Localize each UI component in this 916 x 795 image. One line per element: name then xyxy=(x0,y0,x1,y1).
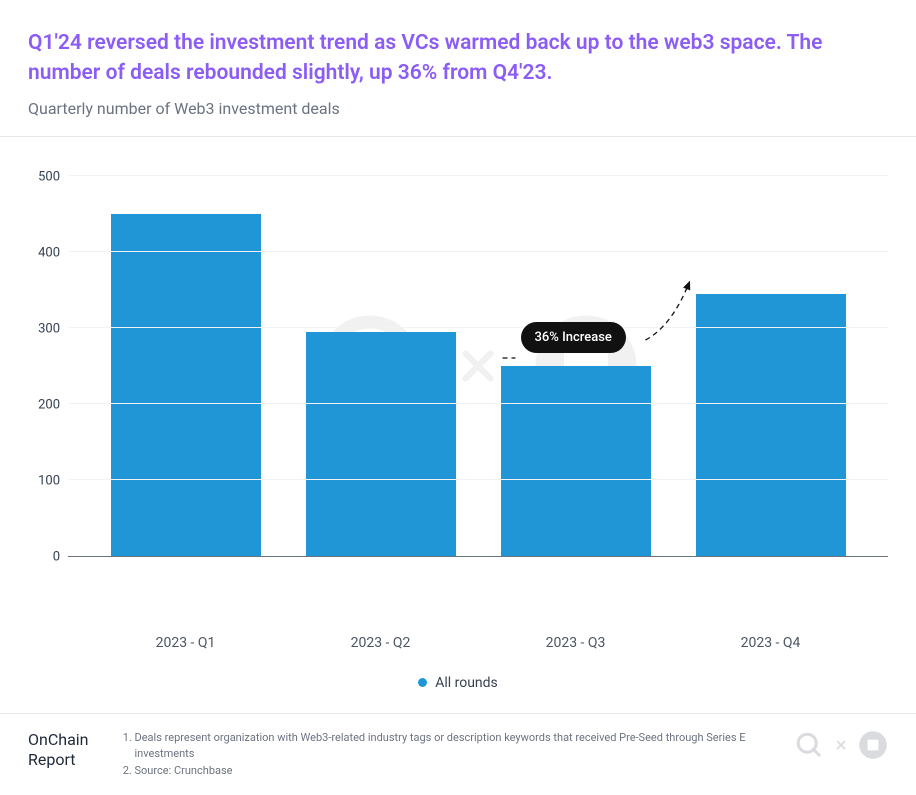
chart-footer: OnChain Report Deals represent organizat… xyxy=(0,713,916,795)
footer-brand-line1: OnChain xyxy=(28,730,89,750)
bar xyxy=(501,366,651,556)
bar-column xyxy=(696,294,846,556)
bar-column xyxy=(111,214,261,556)
y-tick-label: 500 xyxy=(28,169,60,184)
y-tick-label: 100 xyxy=(28,473,60,488)
x-tick-label: 2023 - Q2 xyxy=(306,635,456,651)
chart-header: Q1'24 reversed the investment trend as V… xyxy=(0,0,916,137)
y-tick-label: 200 xyxy=(28,397,60,412)
bar xyxy=(696,294,846,556)
grid-line xyxy=(68,479,888,480)
footer-brand-line2: Report xyxy=(28,750,89,770)
bar-column xyxy=(306,332,456,556)
y-tick-label: 0 xyxy=(28,549,60,564)
y-tick-label: 300 xyxy=(28,321,60,336)
footer-icons xyxy=(794,730,888,760)
footnote: Source: Crunchbase xyxy=(135,763,763,780)
chart-title: Q1'24 reversed the investment trend as V… xyxy=(28,28,888,89)
footer-notes: Deals represent organization with Web3-r… xyxy=(121,730,763,780)
chart-legend: All rounds xyxy=(28,675,888,691)
legend-label: All rounds xyxy=(435,675,498,691)
grid-line xyxy=(68,251,888,252)
grid-line xyxy=(68,175,888,176)
increase-annotation: 36% Increase xyxy=(521,322,626,353)
bar xyxy=(306,332,456,556)
chart-area: 0100200300400500 36% Increase 2023 - Q12… xyxy=(0,137,916,701)
chart-subtitle: Quarterly number of Web3 investment deal… xyxy=(28,99,888,118)
bars-container xyxy=(68,177,888,556)
x-axis-labels: 2023 - Q1 2023 - Q2 2023 - Q3 2023 - Q4 xyxy=(68,617,888,651)
x-icon xyxy=(834,738,848,752)
square-circle-icon xyxy=(858,730,888,760)
x-tick-label: 2023 - Q4 xyxy=(696,635,846,651)
grid-line xyxy=(68,403,888,404)
footer-brand: OnChain Report xyxy=(28,730,89,770)
footnote: Deals represent organization with Web3-r… xyxy=(135,730,763,763)
x-tick-label: 2023 - Q1 xyxy=(111,635,261,651)
bar xyxy=(111,214,261,556)
magnifier-icon xyxy=(794,730,824,760)
y-axis: 0100200300400500 xyxy=(28,177,68,557)
legend-dot-icon xyxy=(418,678,427,687)
bar-column xyxy=(501,366,651,556)
x-tick-label: 2023 - Q3 xyxy=(501,635,651,651)
y-tick-label: 400 xyxy=(28,245,60,260)
plot-area: 36% Increase xyxy=(68,177,888,557)
grid-line xyxy=(68,327,888,328)
